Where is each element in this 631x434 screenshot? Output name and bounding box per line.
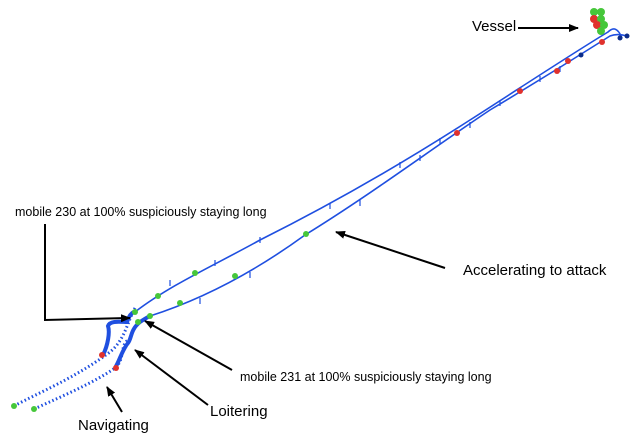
alert-point [599,39,605,45]
normal-point [192,270,198,276]
normal-point [135,319,141,325]
track-231-approach [149,33,628,317]
normal-point [132,309,138,315]
normal-point [177,300,183,306]
alert-point [454,130,460,136]
track-231-loitering [113,314,151,370]
track-ticks [169,66,561,304]
normal-point [155,293,161,299]
arrow-mobile-230 [44,224,131,323]
arrow-navigating [106,386,123,413]
annotation-arrows [44,24,579,413]
normal-point [232,273,238,279]
alert-point [565,58,571,64]
label-accelerating: Accelerating to attack [463,262,607,279]
normal-point [303,231,309,237]
alert-point [113,365,119,371]
track-mobile-231 [33,33,628,411]
vessel-track-point [617,35,623,41]
label-navigating: Navigating [78,417,149,434]
label-mobile-231: mobile 231 at 100% suspiciously staying … [240,370,492,384]
detection-points [11,33,630,412]
vessel-track-point [624,33,630,39]
alert-point [99,352,105,358]
normal-point [147,313,153,319]
normal-point [31,406,37,412]
alert-point [517,88,523,94]
alert-point [554,68,560,74]
label-mobile-230: mobile 230 at 100% suspiciously staying … [15,205,267,219]
arrow-loitering [134,349,209,406]
vessel-marker [590,8,608,35]
normal-point [11,403,17,409]
vessel-track-point [578,52,584,58]
arrow-accelerating [335,231,446,269]
label-vessel: Vessel [472,18,517,35]
label-loitering: Loitering [210,403,268,420]
arrow-mobile-231 [144,320,233,371]
